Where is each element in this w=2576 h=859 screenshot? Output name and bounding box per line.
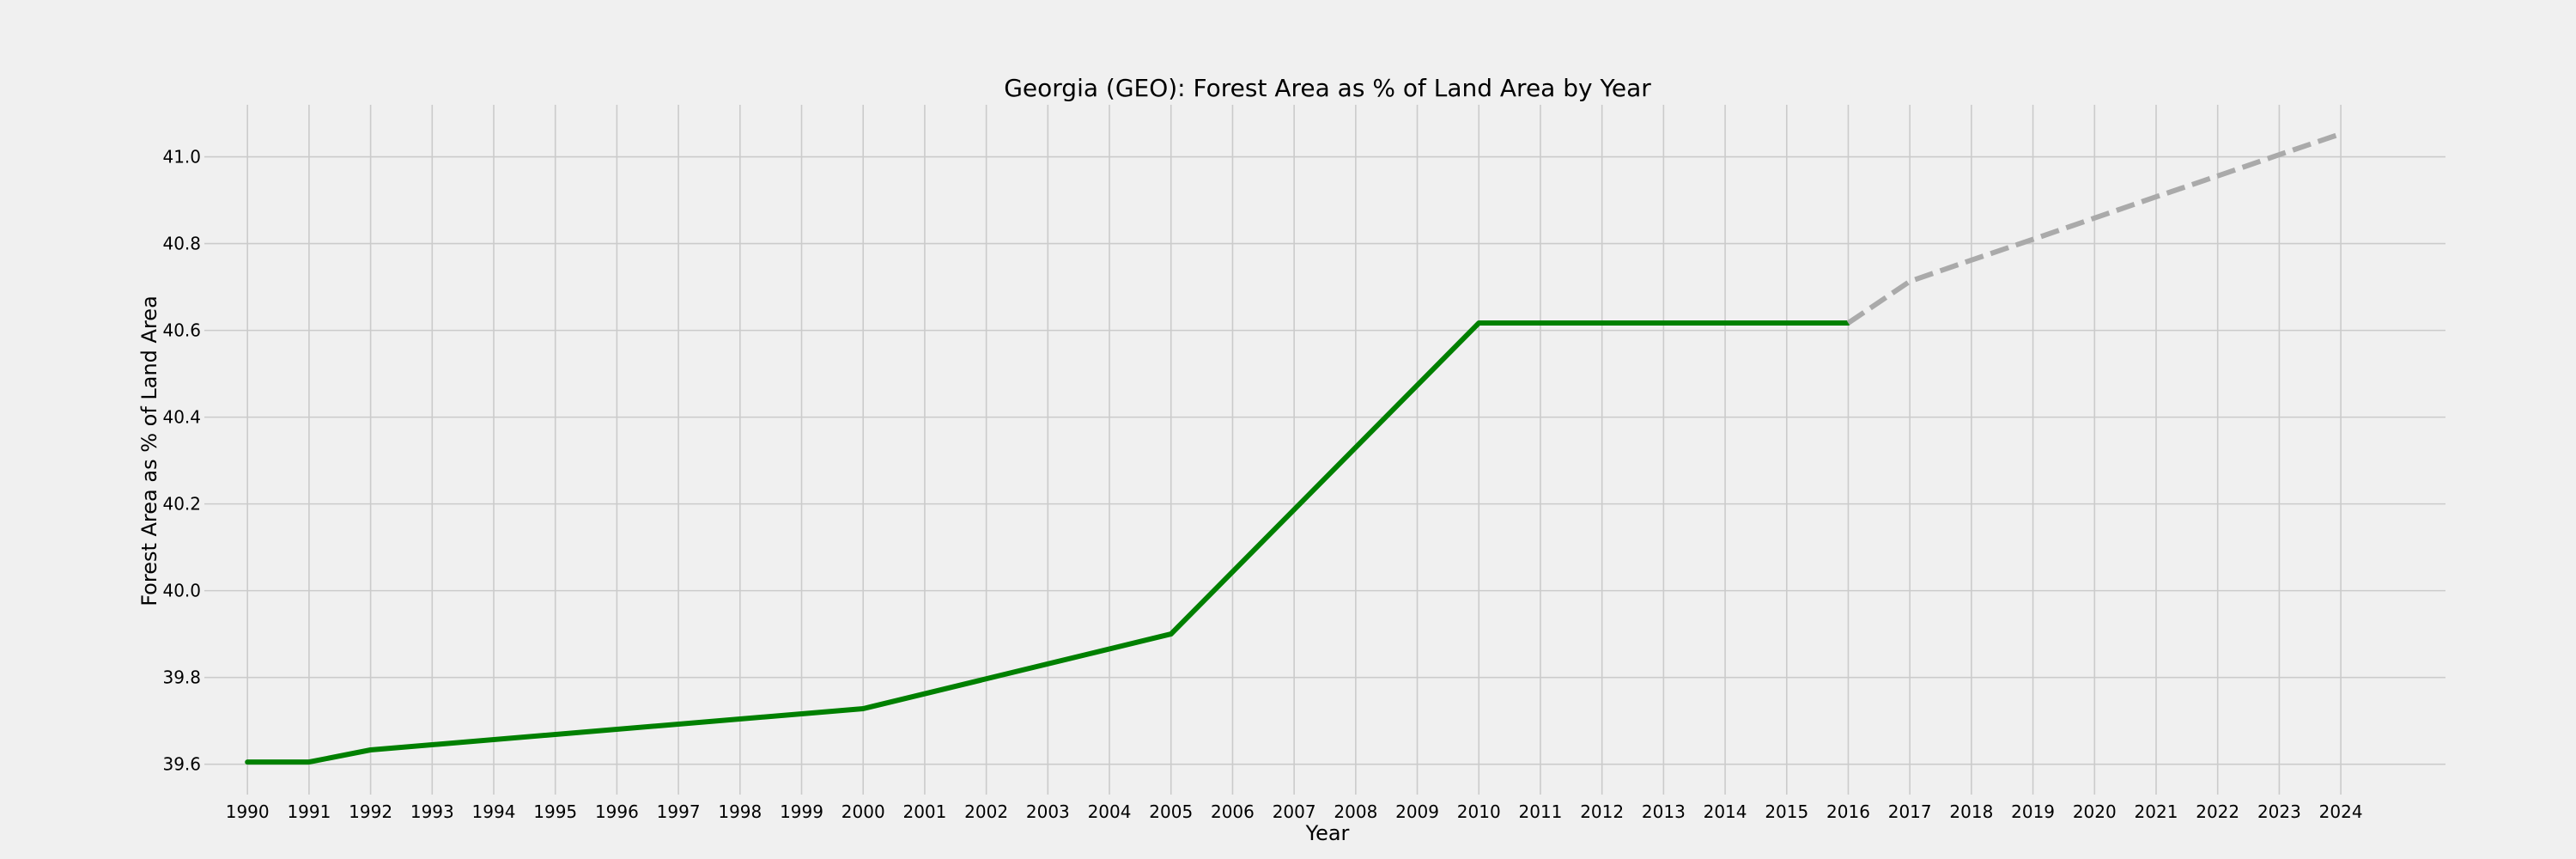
- x-tick-label: 2005: [1149, 801, 1193, 822]
- x-tick-label: 1994: [472, 801, 516, 822]
- x-tick-label: 2010: [1457, 801, 1501, 822]
- x-tick-label: 1993: [410, 801, 454, 822]
- x-tick-label: 2016: [1826, 801, 1870, 822]
- x-tick-label: 2020: [2073, 801, 2117, 822]
- x-tick-label: 2014: [1704, 801, 1747, 822]
- x-tick-label: 2008: [1334, 801, 1377, 822]
- x-tick-label: 2000: [841, 801, 885, 822]
- x-tick-label: 2019: [2011, 801, 2055, 822]
- y-tick-label: 40.0: [162, 581, 201, 601]
- chart-title: Georgia (GEO): Forest Area as % of Land …: [1004, 74, 1651, 102]
- x-tick-label: 1992: [349, 801, 392, 822]
- x-tick-label: 2018: [1949, 801, 1993, 822]
- x-tick-labels: 1990 1991 1992 1993 1994 1995 1996 1997 1998 1999…: [226, 801, 2363, 822]
- x-tick-label: 2002: [964, 801, 1008, 822]
- historical-series-line: [245, 320, 1851, 765]
- x-tick-label: 2001: [902, 801, 946, 822]
- x-tick-label: 2006: [1211, 801, 1255, 822]
- x-tick-label: 1999: [780, 801, 823, 822]
- x-tick-label: 1991: [287, 801, 331, 822]
- x-tick-label: 2013: [1642, 801, 1686, 822]
- x-tick-label: 2017: [1888, 801, 1932, 822]
- x-tick-label: 2015: [1765, 801, 1808, 822]
- y-tick-label: 39.8: [162, 667, 201, 688]
- x-tick-label: 1996: [595, 801, 639, 822]
- x-tick-label: 2022: [2196, 801, 2239, 822]
- x-tick-label: 1998: [718, 801, 762, 822]
- x-tick-label: 2024: [2319, 801, 2363, 822]
- x-tick-label: 2021: [2135, 801, 2178, 822]
- y-axis-label: Forest Area as % of Land Area: [137, 295, 161, 606]
- y-tick-label: 40.8: [162, 234, 201, 254]
- series-lines: [245, 131, 2342, 765]
- y-tick-labels: 39.6 39.8 40.0 40.2 40.4 40.6 40.8 41.0: [162, 147, 201, 775]
- x-tick-label: 2009: [1395, 801, 1439, 822]
- projection-series-line: [1846, 131, 2342, 326]
- y-tick-label: 40.2: [162, 494, 201, 515]
- x-tick-label: 2023: [2257, 801, 2301, 822]
- x-tick-label: 2007: [1273, 801, 1316, 822]
- grid-lines: [204, 105, 2445, 795]
- x-tick-label: 2011: [1519, 801, 1563, 822]
- x-axis-label: Year: [1305, 821, 1350, 845]
- x-tick-label: 2004: [1088, 801, 1132, 822]
- x-tick-label: 2012: [1580, 801, 1624, 822]
- y-tick-label: 39.6: [162, 754, 201, 775]
- x-tick-label: 1997: [657, 801, 701, 822]
- y-tick-label: 40.4: [162, 407, 201, 428]
- x-tick-label: 1990: [226, 801, 270, 822]
- y-tick-label: 41.0: [162, 147, 201, 168]
- x-tick-label: 2003: [1026, 801, 1070, 822]
- y-tick-label: 40.6: [162, 320, 201, 341]
- x-tick-label: 1995: [533, 801, 577, 822]
